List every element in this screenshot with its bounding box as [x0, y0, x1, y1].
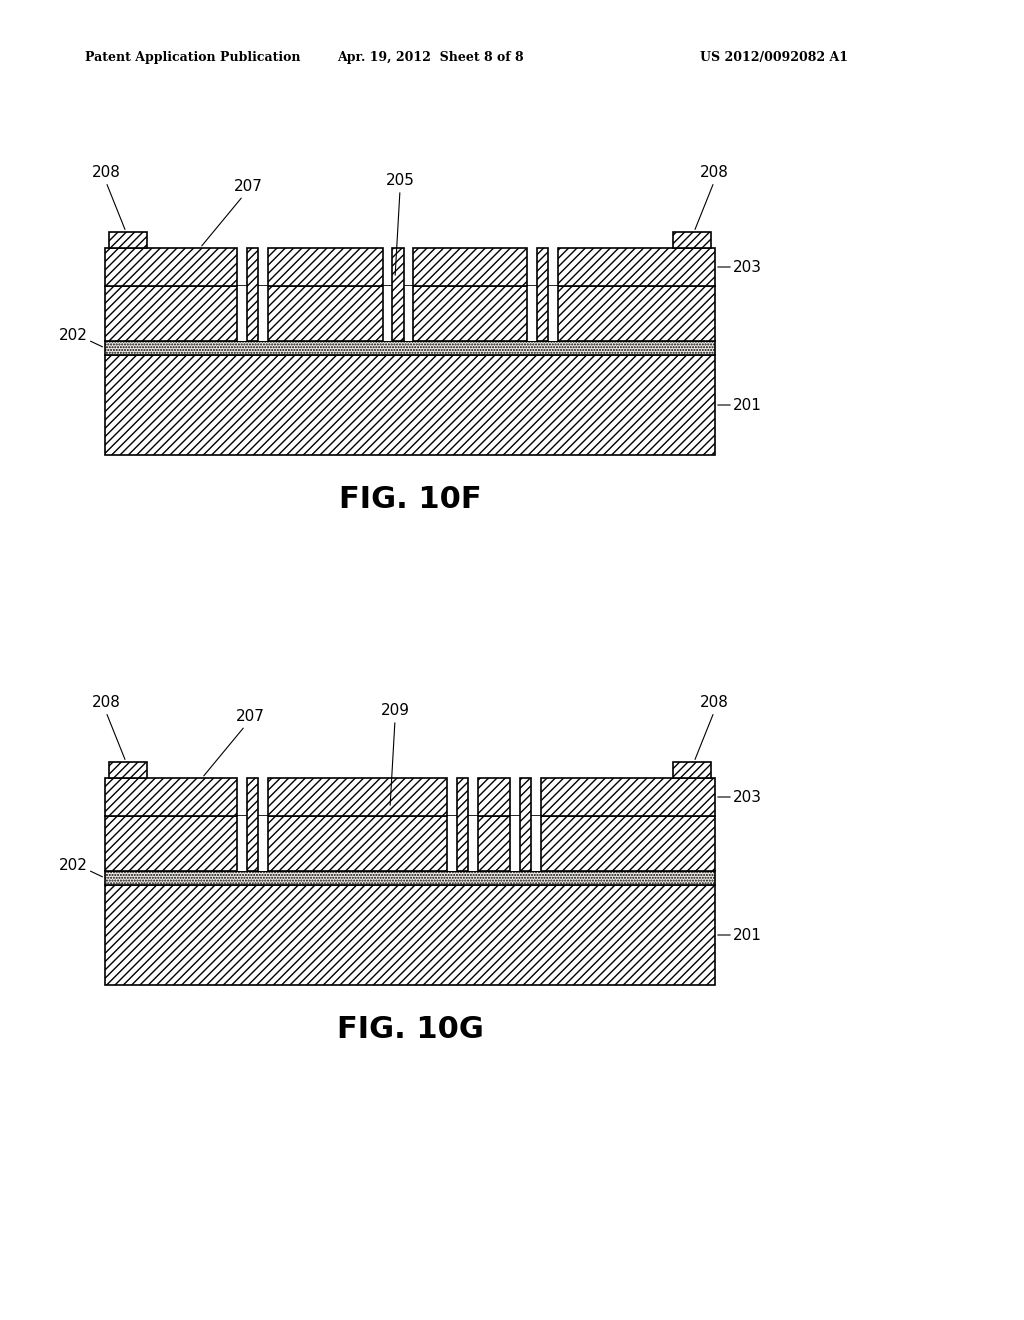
Bar: [383, 286, 413, 341]
Bar: [541, 777, 715, 816]
Bar: [247, 777, 258, 871]
Bar: [105, 777, 237, 816]
Bar: [519, 777, 531, 871]
Bar: [247, 248, 258, 341]
Bar: [105, 248, 237, 286]
Text: FIG. 10F: FIG. 10F: [339, 486, 481, 515]
Bar: [673, 762, 711, 777]
Bar: [105, 355, 715, 455]
Bar: [237, 816, 268, 871]
Bar: [105, 871, 715, 884]
Text: 208: 208: [91, 165, 121, 180]
Text: Patent Application Publication: Patent Application Publication: [85, 51, 300, 65]
Text: 209: 209: [381, 704, 410, 718]
Bar: [237, 286, 268, 341]
Bar: [105, 286, 715, 341]
Bar: [673, 232, 711, 248]
Bar: [105, 884, 715, 985]
Bar: [105, 341, 715, 355]
Text: 202: 202: [59, 858, 88, 874]
Text: 205: 205: [386, 173, 415, 187]
Bar: [268, 777, 447, 816]
Text: 202: 202: [59, 329, 88, 343]
Text: Apr. 19, 2012  Sheet 8 of 8: Apr. 19, 2012 Sheet 8 of 8: [337, 51, 523, 65]
Bar: [109, 232, 147, 248]
Bar: [447, 816, 478, 871]
Bar: [510, 816, 541, 871]
Text: 201: 201: [733, 928, 762, 942]
Bar: [413, 248, 527, 286]
Bar: [527, 286, 558, 341]
Bar: [109, 762, 147, 777]
Bar: [537, 248, 549, 341]
Text: 201: 201: [733, 397, 762, 412]
Text: 208: 208: [699, 165, 728, 180]
Text: 208: 208: [699, 696, 728, 710]
Bar: [105, 816, 715, 871]
Bar: [457, 777, 468, 871]
Text: US 2012/0092082 A1: US 2012/0092082 A1: [700, 51, 848, 65]
Bar: [478, 777, 510, 816]
Text: FIG. 10G: FIG. 10G: [337, 1015, 483, 1044]
Bar: [268, 248, 383, 286]
Text: 203: 203: [733, 789, 762, 804]
Text: 203: 203: [733, 260, 762, 275]
Bar: [558, 248, 715, 286]
Text: 208: 208: [91, 696, 121, 710]
Text: 207: 207: [236, 709, 264, 723]
Text: 207: 207: [233, 180, 262, 194]
Bar: [392, 248, 403, 341]
